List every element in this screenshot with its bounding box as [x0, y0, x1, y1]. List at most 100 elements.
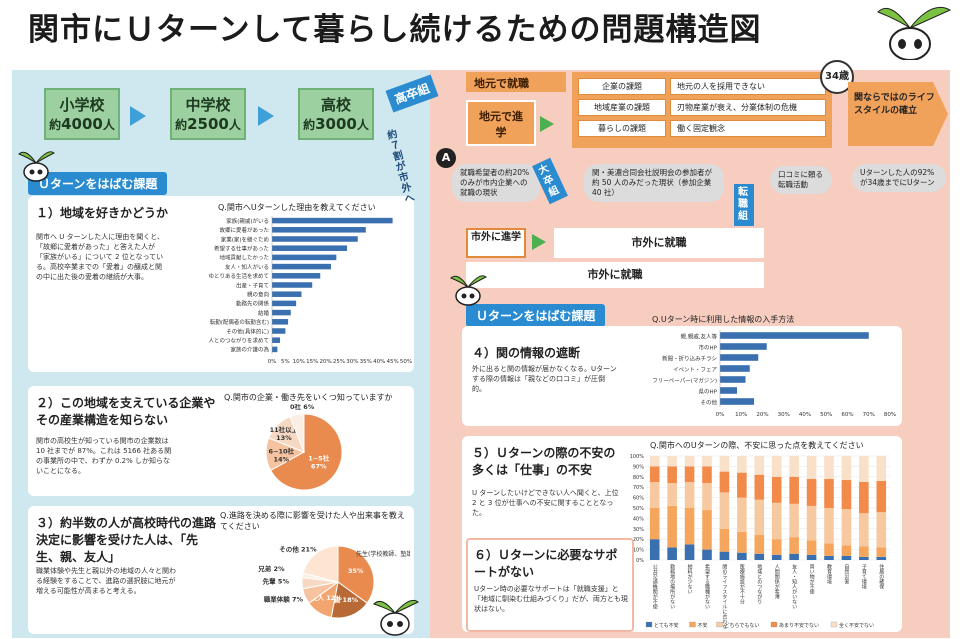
- legend-swatch: [716, 621, 723, 628]
- school-junior: 中学校 約2500人: [170, 88, 246, 140]
- mascot-icon: [877, 6, 952, 60]
- bar: [272, 346, 278, 353]
- tick-label: 医療施設が不十分: [739, 564, 745, 605]
- school-elementary: 小学校 約4000人: [44, 88, 120, 140]
- bar-segment: [737, 552, 747, 560]
- tick-label: 自然災害: [843, 563, 849, 585]
- tick-label: 友人・知人がいない: [791, 563, 797, 609]
- bar-segment: [702, 456, 712, 467]
- count-value: 2500: [187, 115, 229, 133]
- local-job-label: 地元で就職: [466, 72, 566, 92]
- issue6-text: Uターン時の必要なサポートは「就職支援」と「地域に馴染む仕組みづくり」だが、両方…: [474, 585, 628, 613]
- bar-segment: [649, 539, 660, 560]
- issue1-chart: 家族(親戚)がいる故郷に愛着があった家業(家)を継ぐため希望する仕事があった地域…: [208, 216, 412, 365]
- bar-segment: [876, 512, 887, 548]
- tick-label: 10%: [293, 359, 305, 365]
- tick-label: 勤務地の場所がない: [669, 563, 675, 609]
- bar-segment: [702, 466, 712, 484]
- bar-segment: [754, 499, 765, 536]
- bar-segment: [737, 456, 747, 473]
- tick-label: 教育環境: [826, 563, 832, 585]
- pie-slice: [270, 413, 343, 491]
- bar-segment: [719, 528, 730, 552]
- bar: [720, 365, 750, 372]
- cloud-note: 口コミに頼る転職活動: [770, 166, 832, 194]
- mascot-icon: [450, 275, 487, 306]
- tick-label: 10%: [633, 548, 644, 554]
- pie-slice: [302, 545, 339, 583]
- bar-segment: [789, 503, 799, 538]
- page-title: 関市にＵターンして暮らし続けるための問題構造図: [28, 12, 762, 48]
- issue3-chart-title: Q.進路を決める際に影響を受けた人や出来事を教えてください: [220, 511, 405, 531]
- bar-segment: [789, 456, 799, 477]
- count-suffix: 人: [356, 118, 369, 132]
- issue4-title: ４）関の情報の遮断: [472, 346, 581, 360]
- bar-segment: [684, 508, 695, 545]
- issue-row-value: 地元の人を採用できない: [670, 78, 826, 95]
- issue3-title: ３）約半数の人が高校時代の進路決定に影響を受けた人は、「先生、親、友人」: [36, 516, 217, 564]
- cloud-note: 関・美濃合同会社説明会の参加者が約 50 人のみだった現状（参加企業 40 社）: [584, 164, 724, 202]
- bar-segment: [649, 466, 660, 482]
- bar-segment: [719, 456, 730, 472]
- bar-segment: [806, 505, 817, 541]
- bar-segment: [754, 535, 765, 554]
- tick-label: 子育て環境: [861, 563, 867, 590]
- tick-label: 故郷に愛着があった: [219, 226, 269, 234]
- tick-label: 住居の確保: [878, 563, 884, 590]
- bar-segment: [667, 505, 677, 548]
- arrow-icon: [540, 116, 554, 132]
- data-label: 6~10社: [268, 446, 294, 455]
- bar-segment: [859, 556, 869, 560]
- issue1-text: 関市へ U ターンした人に理由を聞くと、「故郷に愛着があった」と答えた人が「家族…: [36, 233, 164, 281]
- count-prefix: 約: [303, 118, 316, 132]
- tick-label: 人とのつながりを求めて: [209, 337, 269, 345]
- lifestyle-box: 関ならではのライフスタイルの確立: [848, 82, 948, 146]
- tick-label: 25%: [333, 359, 345, 365]
- outside-study-box: 市外に進学: [466, 228, 526, 258]
- count-value: 4000: [61, 115, 103, 133]
- bar-segment: [859, 546, 869, 557]
- bar: [720, 332, 869, 339]
- tick-label: 20%: [633, 537, 644, 543]
- tick-label: 100%: [630, 454, 645, 460]
- bar-segment: [806, 478, 817, 506]
- left-ribbon: Ｕターンをはばむ課題: [28, 172, 168, 195]
- bar-segment: [824, 478, 834, 508]
- data-label: 13%: [276, 434, 292, 442]
- bar-segment: [667, 483, 677, 506]
- bar-segment: [649, 508, 660, 540]
- bar-segment: [719, 492, 730, 529]
- bar-segment: [876, 480, 887, 513]
- bar: [272, 245, 348, 251]
- bar: [272, 337, 281, 343]
- bar-segment: [876, 456, 887, 481]
- issue3-card: ３）約半数の人が高校時代の進路決定に影響を受けた人は、「先生、親、友人」 職業体…: [28, 506, 414, 634]
- bar-segment: [859, 456, 869, 482]
- legend-label: 不安: [698, 622, 708, 629]
- tick-label: 勤務先の関係: [236, 300, 270, 308]
- data-label: 0社 6%: [290, 404, 315, 411]
- bar-segment: [667, 547, 677, 560]
- cloud-note: 就職希望者の約20%のみが市内企業への就職の現状: [452, 164, 540, 202]
- bar-segment: [841, 555, 852, 560]
- data-label: 兄弟 2%: [257, 564, 285, 573]
- bar-segment: [806, 456, 817, 479]
- tick-label: 45%: [386, 359, 398, 365]
- issue1-chart-title: Q.関市へUターンした理由を教えてください: [218, 203, 376, 212]
- pie-slice: [289, 413, 305, 453]
- issue2-title: ２）この地域を支えている企業やその産業構造を知らない: [36, 396, 216, 427]
- bar-segment: [841, 545, 852, 556]
- tick-label: その他(具体的に): [226, 327, 269, 335]
- bar-segment: [754, 456, 765, 475]
- tick-label: 希望する職種がない: [704, 563, 710, 609]
- issue4-text: 外に出ると関の情報が届かなくなる。Uターンする際の情報は「親などの口コミ」が圧倒…: [472, 365, 617, 393]
- pie-slice: [337, 545, 375, 604]
- tick-label: 家族の介護の為: [230, 346, 269, 354]
- bar-segment: [667, 466, 677, 484]
- bar-segment: [841, 456, 852, 480]
- tick-label: 30%: [346, 359, 358, 365]
- issue6-title: ６）Ｕターンに必要なサポートがない: [474, 548, 618, 579]
- bar: [272, 282, 313, 288]
- issue4-card: ４）関の情報の遮断 外に出ると関の情報が届かなくなる。Uターンする際の情報は「親…: [462, 315, 902, 426]
